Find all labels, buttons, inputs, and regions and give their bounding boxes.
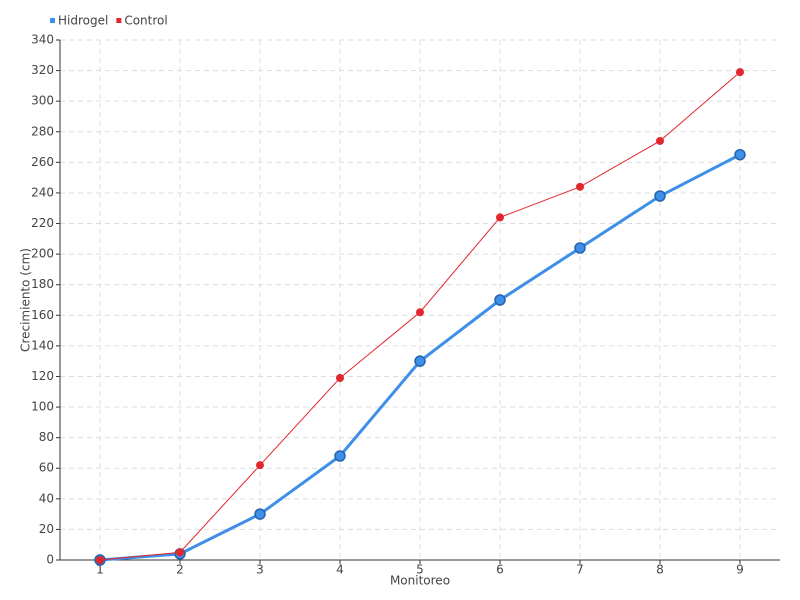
x-tick-label: 7 <box>576 563 584 577</box>
data-point <box>336 374 344 382</box>
data-point <box>494 294 506 306</box>
y-tick-label: 300 <box>31 94 54 108</box>
y-axis-label: Crecimiento (cm) <box>19 248 33 352</box>
y-tick-label: 340 <box>31 33 54 47</box>
data-point <box>334 450 346 462</box>
legend-label: Hidrogel <box>58 14 108 28</box>
y-tick-label: 100 <box>31 400 54 414</box>
y-tick-label: 320 <box>31 63 54 77</box>
y-tick-label: 280 <box>31 124 54 138</box>
y-tick-label: 240 <box>31 185 54 199</box>
x-tick-label: 2 <box>176 563 184 577</box>
x-axis-label: Monitoreo <box>390 574 450 588</box>
data-point <box>254 508 266 520</box>
x-tick-label: 3 <box>256 563 264 577</box>
data-point <box>414 355 426 367</box>
legend-swatch <box>116 18 122 23</box>
y-tick-label: 0 <box>46 553 54 567</box>
legend-swatch <box>50 18 55 23</box>
data-point <box>654 190 666 202</box>
y-tick-label: 40 <box>39 491 54 505</box>
x-tick-label: 5 <box>416 563 424 577</box>
x-tick-label: 8 <box>656 563 664 577</box>
data-point <box>256 461 264 470</box>
y-tick-label: 200 <box>31 247 54 261</box>
x-tick-label: 4 <box>336 563 344 577</box>
data-point <box>176 548 184 557</box>
y-tick-label: 260 <box>31 155 54 169</box>
y-tick-label: 20 <box>39 522 54 536</box>
data-point <box>416 308 424 317</box>
y-tick-label: 120 <box>31 369 54 383</box>
y-tick-label: 220 <box>31 216 54 230</box>
x-tick-label: 6 <box>496 563 504 577</box>
y-tick-label: 180 <box>31 277 54 291</box>
y-tick-label: 160 <box>31 308 54 322</box>
data-point <box>574 242 586 254</box>
data-point <box>96 556 104 564</box>
data-point <box>576 182 584 191</box>
y-tick-label: 60 <box>39 461 54 475</box>
x-tick-label: 1 <box>96 563 104 577</box>
y-tick-label: 140 <box>31 338 54 352</box>
y-tick-label: 80 <box>39 430 54 444</box>
data-point <box>734 148 746 161</box>
data-point <box>736 68 744 77</box>
data-point <box>496 213 504 222</box>
x-tick-label: 9 <box>736 563 744 577</box>
legend-label: Control <box>124 14 167 28</box>
data-point <box>656 136 664 145</box>
